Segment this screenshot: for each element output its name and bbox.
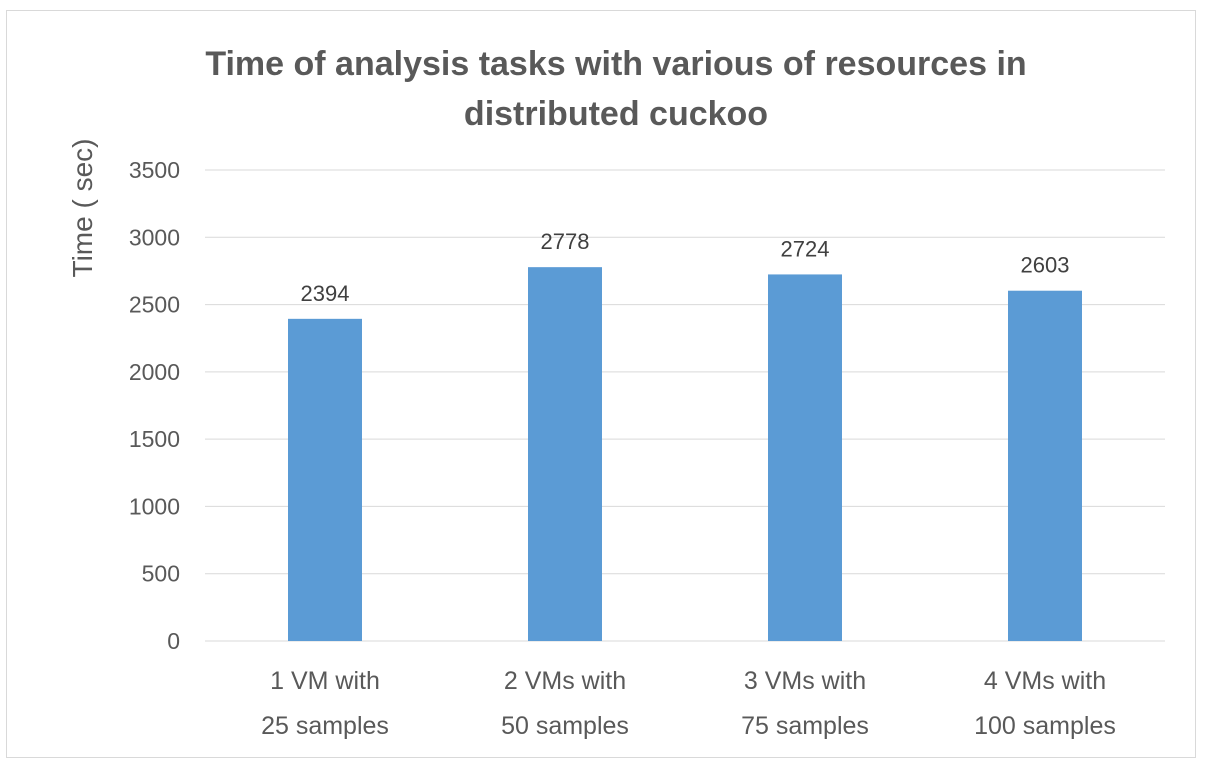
chart-title-line-1: Time of analysis tasks with various of r… bbox=[205, 45, 1026, 83]
y-tick-1000: 1000 bbox=[129, 493, 180, 519]
chart-title-line-2: distributed cuckoo bbox=[464, 95, 768, 133]
category-label-2-line-1: 2 VMs with bbox=[504, 667, 626, 695]
category-label-1-line-1: 1 VM with bbox=[270, 667, 380, 695]
data-label-2: 2778 bbox=[541, 229, 590, 254]
bars bbox=[288, 267, 1082, 641]
bar-2 bbox=[528, 267, 602, 641]
y-tick-1500: 1500 bbox=[129, 426, 180, 452]
y-tick-2000: 2000 bbox=[129, 359, 180, 385]
data-labels: 2394 2778 2724 2603 bbox=[301, 229, 1070, 306]
data-label-1: 2394 bbox=[301, 281, 350, 306]
category-label-3-line-2: 75 samples bbox=[741, 712, 869, 740]
gridlines bbox=[205, 169, 1165, 642]
data-label-3: 2724 bbox=[781, 236, 830, 261]
bar-4 bbox=[1008, 290, 1082, 641]
y-tick-0: 0 bbox=[167, 628, 180, 654]
y-tick-3500: 3500 bbox=[129, 157, 180, 183]
category-label-3-line-1: 3 VMs with bbox=[744, 667, 866, 695]
category-label-4-line-1: 4 VMs with bbox=[984, 667, 1106, 695]
data-label-4: 2603 bbox=[1021, 253, 1070, 278]
bar-1 bbox=[288, 318, 362, 641]
y-tick-3000: 3000 bbox=[129, 224, 180, 250]
y-tick-500: 500 bbox=[142, 561, 180, 587]
category-label-1-line-2: 25 samples bbox=[261, 712, 389, 740]
y-axis-label: Time ( sec) bbox=[67, 139, 98, 278]
category-label-2-line-2: 50 samples bbox=[501, 712, 629, 740]
chart-title: Time of analysis tasks with various of r… bbox=[205, 45, 1026, 133]
category-labels: 1 VM with 25 samples 2 VMs with 50 samples 3… bbox=[261, 667, 1116, 740]
category-label-4-line-2: 100 samples bbox=[974, 712, 1116, 740]
y-axis-ticks: 0 500 1000 1500 2000 2500 3000 3500 bbox=[129, 157, 180, 654]
bar-3 bbox=[768, 274, 842, 641]
y-tick-2500: 2500 bbox=[129, 292, 180, 318]
